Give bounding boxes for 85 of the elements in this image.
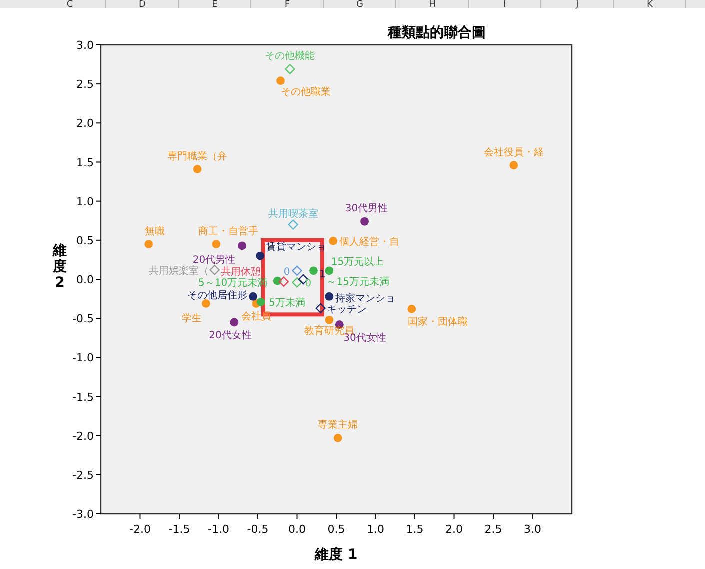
point (256, 298, 266, 306)
x-tick-label: -1.0 (208, 523, 230, 536)
point (278, 276, 290, 287)
y-tick-label: -1.5 (72, 390, 94, 404)
annotation: 学生 (182, 312, 202, 325)
x-tick-label: 0.0 (288, 523, 306, 536)
point (334, 434, 342, 442)
point (310, 266, 318, 276)
y-tick-label: -1.0 (72, 352, 94, 365)
y-tick-label: -0.5 (72, 312, 94, 326)
point (325, 316, 334, 324)
point (408, 305, 416, 314)
point (212, 240, 221, 249)
x-tick-label: -1.5 (168, 523, 190, 536)
annotation: 国家・団体職 (408, 316, 468, 328)
annotation: 30代男性 (345, 202, 388, 215)
annotation: ～15万元未満 (326, 276, 390, 288)
annotation: 持家マンショ (335, 292, 396, 305)
point (210, 265, 220, 276)
x-axis-title: 維度 1 (314, 546, 358, 563)
x-tick-label: 2.5 (484, 523, 502, 536)
annotation: その他職業 (280, 86, 331, 98)
annotation: 0 (284, 266, 290, 278)
annotation: 5万未満 (269, 297, 306, 310)
point (285, 64, 296, 74)
y-tick-label: -2.5 (72, 468, 94, 482)
annotation: 共用休憩 (220, 266, 261, 278)
y-tick-label: 1.5 (76, 156, 94, 170)
point (144, 240, 154, 249)
point (256, 252, 265, 260)
point (325, 266, 334, 276)
annotation: 0 (305, 278, 312, 290)
annotation: その他居住形 (187, 290, 248, 302)
y-tick-label: 0.5 (76, 234, 94, 248)
text: G (356, 0, 364, 10)
annotation: 無職 (144, 225, 165, 238)
text: J (575, 0, 579, 10)
y-axis-title: 維度 2 (52, 243, 67, 291)
annotation: キッチン (326, 304, 367, 316)
y-tick-label: 3.0 (76, 39, 94, 52)
point (202, 300, 210, 308)
point (238, 242, 246, 250)
point (329, 237, 338, 246)
x-tick-label: 1.5 (406, 523, 424, 536)
text: F (284, 0, 290, 10)
x-tick-label: 3.0 (524, 523, 542, 536)
text: D (139, 0, 146, 10)
x-tick-label: 0.5 (328, 523, 346, 536)
text: C (66, 0, 74, 10)
y-tick-label: 0.0 (76, 274, 94, 286)
point (230, 318, 239, 327)
text: I (504, 0, 506, 10)
annotation: 会社役員・経 (484, 146, 544, 158)
point (360, 217, 369, 226)
x-tick-label: -2.0 (130, 523, 151, 536)
point (288, 220, 298, 230)
annotation: 個人経営・自 (339, 236, 400, 248)
chart-title: 種類點的聯合圖 (387, 25, 486, 41)
point (292, 266, 302, 276)
y-tick-label: -3.0 (72, 508, 94, 521)
y-tick-label: 1.0 (76, 195, 94, 208)
point (193, 165, 202, 174)
point (276, 76, 285, 86)
annotation: 専業主婦 (318, 419, 358, 432)
text: H (429, 0, 436, 10)
text: K (647, 0, 654, 10)
annotation: 共用娯楽室（ (148, 265, 209, 278)
point (292, 278, 302, 288)
x-tick-label: -0.5 (247, 523, 269, 536)
annotation: 共用喫茶室 (268, 208, 318, 220)
x-tick-label: 1.0 (367, 523, 384, 536)
y-tick-label: 2.5 (76, 78, 94, 92)
annotation: 商工・自営手 (198, 225, 258, 238)
text: E (212, 0, 218, 10)
annotation: 15万元以上 (331, 256, 384, 268)
y-tick-label: 2.0 (76, 117, 94, 130)
x-tick-label: 2.0 (446, 523, 463, 536)
y-tick-label: -2.0 (72, 430, 94, 443)
point (510, 161, 518, 170)
point (325, 292, 334, 301)
annotation: 20代女性 (209, 329, 252, 342)
annotation: 20代男性 (192, 254, 236, 266)
point (249, 292, 258, 301)
annotation: 専門職業（弁 (168, 150, 228, 162)
annotation: その他機能 (265, 50, 316, 62)
